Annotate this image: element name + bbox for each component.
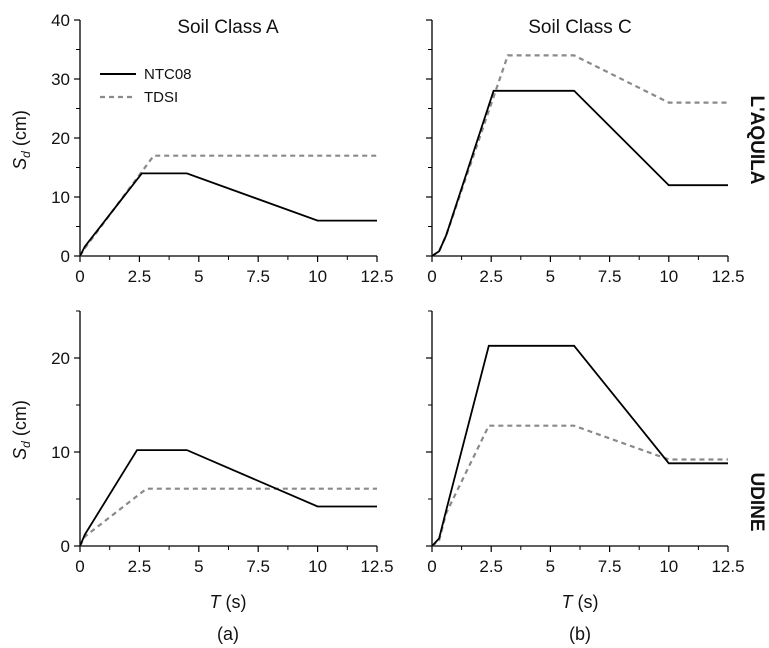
chart-panel-1: 0 2.5 5 7.5 10 12.5 0 10 20 30 40: [51, 11, 393, 286]
row-label-udine: UDINE: [746, 472, 767, 531]
x-tick-label: 10: [659, 557, 678, 576]
y-tick-label: 20: [51, 349, 70, 368]
y-tick-label: 0: [61, 247, 70, 266]
y-axis-label-top: Sd (cm): [10, 110, 33, 170]
x-tick-label: 5: [546, 557, 555, 576]
series-line-ntc08: [79, 449, 377, 547]
series-line-tdsi: [431, 54, 728, 257]
x-tick-label: 5: [194, 557, 203, 576]
column-title-soil-class-c: Soil Class C: [528, 17, 631, 38]
y-axis-subscript: d: [19, 151, 33, 158]
subfigure-label-a: (a): [217, 624, 239, 644]
y-axis-subscript: d: [19, 441, 33, 448]
x-tick-label: 12.5: [360, 267, 393, 286]
y-tick-label: 30: [51, 70, 70, 89]
x-tick-label: 2.5: [128, 267, 152, 286]
chart-panel-4: 0 2.5 5 7.5 10 12.5: [426, 310, 745, 576]
x-tick-label: 7.5: [246, 557, 270, 576]
x-tick-label: 2.5: [479, 557, 503, 576]
legend-label-tdsi: TDSI: [144, 89, 178, 106]
series-line-ntc08: [79, 172, 377, 257]
x-tick-label: 0: [75, 267, 84, 286]
x-tick-label: 7.5: [598, 267, 622, 286]
chart-panels: 0 2.5 5 7.5 10 12.5 0 10 20 30 40 0 2.5 5 7.5 10 12.5 0 2.…: [51, 11, 744, 576]
y-axis-label-bottom: Sd (cm): [10, 400, 33, 460]
legend-label-ntc08: NTC08: [144, 66, 192, 83]
y-axis-symbol: S: [10, 158, 30, 170]
chart-panel-3: 0 2.5 5 7.5 10 12.5 0 10 20: [51, 310, 394, 576]
x-tick-label: 5: [546, 267, 555, 286]
legend: NTC08 TDSI: [100, 66, 192, 106]
y-tick-label: 10: [51, 188, 70, 207]
x-axis-unit: (s): [221, 592, 247, 612]
y-tick-label: 10: [51, 443, 70, 462]
subfigure-label-b: (b): [569, 624, 591, 644]
x-axis-symbol: T: [210, 592, 223, 612]
column-title-soil-class-a: Soil Class A: [177, 17, 279, 38]
y-axis-unit: (cm): [10, 400, 30, 441]
x-tick-label: 12.5: [711, 267, 744, 286]
x-tick-label: 2.5: [479, 267, 503, 286]
y-axis-symbol: S: [10, 448, 30, 460]
x-tick-label: 0: [75, 557, 84, 576]
series-line-tdsi: [431, 424, 728, 547]
x-tick-label: 10: [659, 267, 678, 286]
y-tick-label: 20: [51, 129, 70, 148]
x-axis-label-right: T (s): [562, 592, 599, 612]
x-tick-label: 0: [427, 267, 436, 286]
x-tick-label: 12.5: [711, 557, 744, 576]
x-axis-label-left: T (s): [210, 592, 247, 612]
x-tick-label: 7.5: [598, 557, 622, 576]
x-tick-label: 12.5: [360, 557, 393, 576]
series-line-tdsi: [79, 487, 377, 547]
x-tick-label: 5: [194, 267, 203, 286]
x-tick-label: 10: [308, 267, 327, 286]
x-axis-unit: (s): [573, 592, 599, 612]
x-tick-label: 2.5: [128, 557, 152, 576]
row-label-laquila: L'AQUILA: [746, 96, 767, 185]
x-tick-label: 10: [308, 557, 327, 576]
x-tick-label: 7.5: [246, 267, 270, 286]
x-tick-label: 0: [427, 557, 436, 576]
series-line-ntc08: [431, 344, 728, 547]
chart-panel-2: 0 2.5 5 7.5 10 12.5: [426, 19, 745, 286]
series-line-tdsi: [79, 154, 377, 257]
y-tick-label: 40: [51, 11, 70, 30]
x-axis-symbol: T: [562, 592, 575, 612]
y-tick-label: 0: [61, 537, 70, 556]
series-line-ntc08: [431, 89, 728, 257]
y-axis-unit: (cm): [10, 110, 30, 151]
